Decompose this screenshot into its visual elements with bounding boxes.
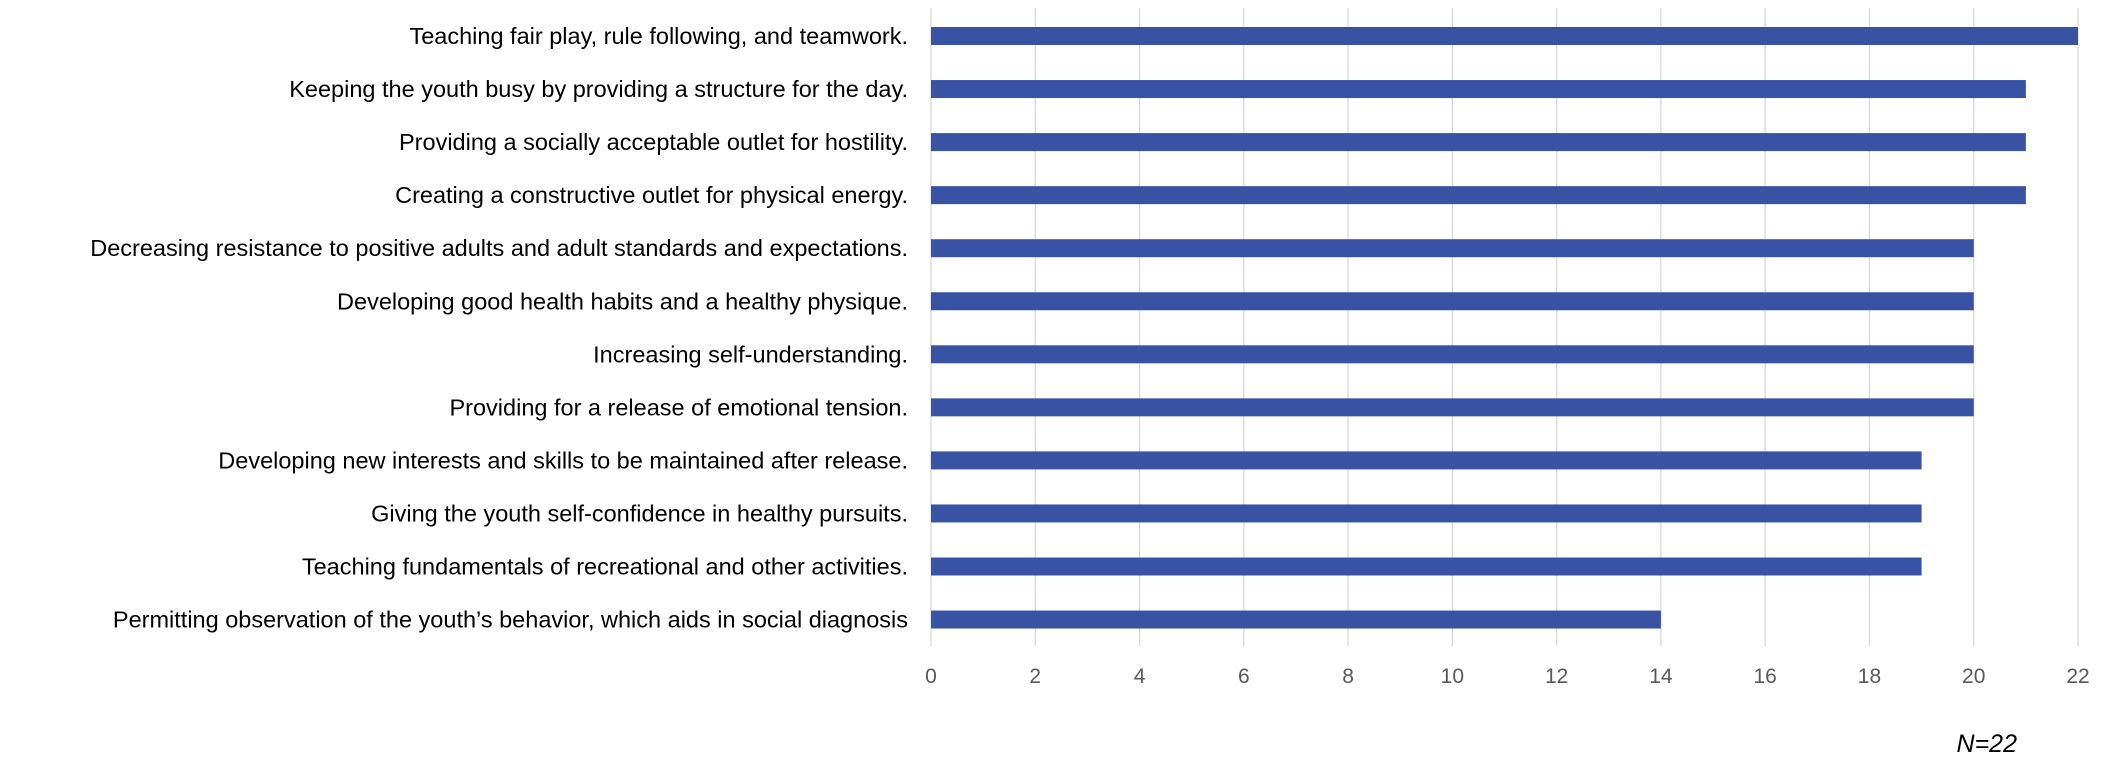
category-label: Teaching fundamentals of recreational an… <box>302 554 908 580</box>
bar <box>931 80 2026 99</box>
x-tick-label: 18 <box>1858 665 1881 688</box>
x-tick-label: 8 <box>1342 665 1354 688</box>
bar <box>931 557 1922 576</box>
category-label: Teaching fair play, rule following, and … <box>409 23 908 49</box>
x-tick-label: 22 <box>2066 665 2089 688</box>
bar <box>931 610 1661 629</box>
bar <box>931 239 1974 258</box>
category-label: Providing for a release of emotional ten… <box>449 394 908 420</box>
bars <box>931 27 2078 629</box>
bar <box>931 398 1974 417</box>
x-tick-label: 16 <box>1754 665 1777 688</box>
category-label: Creating a constructive outlet for physi… <box>395 182 908 208</box>
bar <box>931 504 1922 523</box>
category-label: Increasing self-understanding. <box>593 341 908 367</box>
sample-size-note: N=22 <box>1957 730 2018 752</box>
x-tick-label: 10 <box>1441 665 1464 688</box>
x-tick-label: 14 <box>1649 665 1673 688</box>
category-label: Decreasing resistance to positive adults… <box>90 235 908 261</box>
category-label: Developing good health habits and a heal… <box>337 288 908 314</box>
category-label: Developing new interests and skills to b… <box>218 447 908 473</box>
category-label: Giving the youth self-confidence in heal… <box>371 500 908 526</box>
bar <box>931 451 1922 470</box>
bar <box>931 186 2026 205</box>
gridlines <box>930 8 2079 646</box>
x-tick-label: 6 <box>1238 665 1250 688</box>
x-tick-label: 0 <box>925 665 937 688</box>
category-label: Providing a socially acceptable outlet f… <box>399 129 908 155</box>
x-tick-label: 12 <box>1545 665 1568 688</box>
x-tick-label: 2 <box>1029 665 1041 688</box>
category-label: Keeping the youth busy by providing a st… <box>289 76 908 102</box>
x-tick-label: 20 <box>1962 665 1985 688</box>
bar <box>931 133 2026 152</box>
category-label: Permitting observation of the youth’s be… <box>113 607 908 633</box>
x-tick-label: 4 <box>1134 665 1146 688</box>
category-labels: Teaching fair play, rule following, and … <box>90 23 908 633</box>
bar <box>931 292 1974 311</box>
bar <box>931 345 1974 364</box>
x-axis-ticks: 0 2 4 6 8 10 12 14 16 18 20 22 <box>925 665 2090 688</box>
bar <box>931 27 2078 45</box>
